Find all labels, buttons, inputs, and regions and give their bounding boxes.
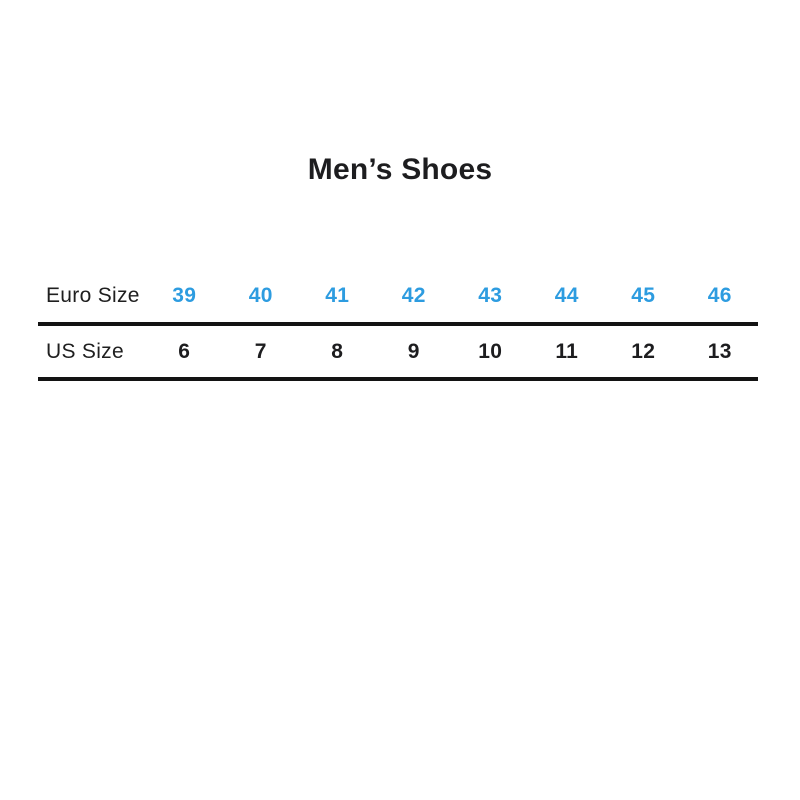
us-size-value: 10 (478, 339, 503, 363)
row-label-euro-size: Euro Size (46, 284, 140, 307)
euro-size-value: 43 (478, 284, 503, 307)
euro-size-value: 45 (631, 284, 656, 307)
row-label-us-size: US Size (46, 339, 124, 363)
chart-title: Men’s Shoes (307, 153, 493, 186)
euro-size-value: 41 (325, 284, 350, 307)
us-size-value: 6 (178, 339, 191, 363)
us-size-value: 12 (631, 339, 656, 363)
table-row-euro-size: Euro Size 39 40 41 42 43 44 45 46 (38, 270, 758, 326)
euro-size-value: 46 (707, 284, 732, 307)
euro-size-value: 42 (401, 284, 426, 307)
us-size-value: 9 (407, 339, 420, 363)
euro-size-value: 40 (248, 284, 273, 307)
us-size-value: 8 (331, 339, 344, 363)
us-size-value: 13 (707, 339, 732, 363)
size-conversion-table: Euro Size 39 40 41 42 43 44 45 46 US Siz… (38, 270, 758, 381)
euro-size-value: 39 (172, 284, 197, 307)
euro-size-value: 44 (554, 284, 579, 307)
us-size-value: 11 (555, 339, 579, 363)
us-size-value: 7 (254, 339, 267, 363)
table-row-us-size: US Size 6 7 8 9 10 11 12 13 (38, 326, 758, 381)
